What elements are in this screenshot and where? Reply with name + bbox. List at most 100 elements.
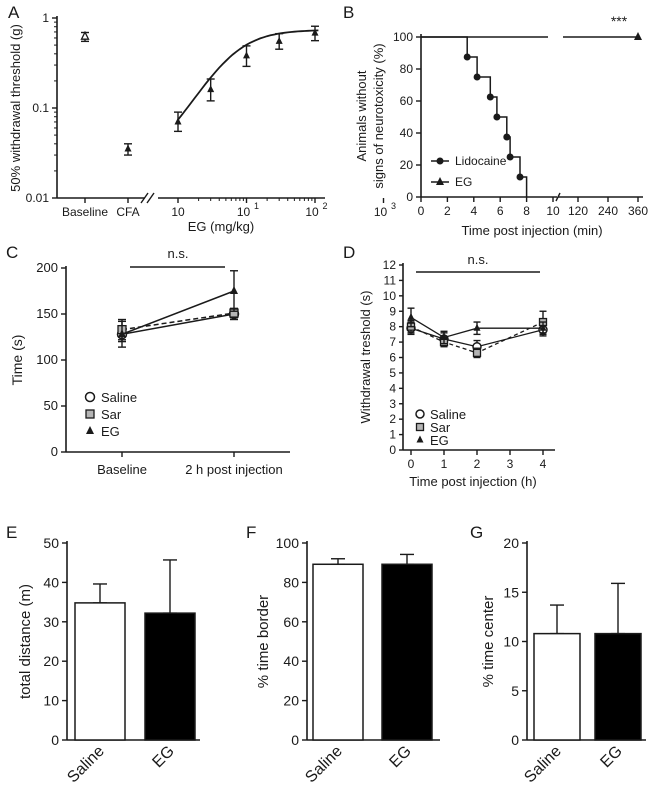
lidocaine-data-point <box>503 133 511 141</box>
panel-e-chart: 0 10 20 30 40 50 total distance (m) Saline EG <box>17 535 200 786</box>
y-tick-label: 20 <box>503 535 519 551</box>
x-tick-label: 2 <box>444 204 451 218</box>
eg-data-point <box>539 323 547 331</box>
x-tick-label: 360 <box>628 204 648 218</box>
y-tick-label: 80 <box>400 62 414 76</box>
y-tick-label: 10 <box>383 289 397 303</box>
legend-label-sar: Sar <box>430 420 451 435</box>
legend-label-lidocaine: Lidocaine <box>455 154 507 168</box>
x-tick-label: 4 <box>540 457 547 471</box>
x-tick-superscript: 1 <box>254 201 259 211</box>
y-axis-title: 50% withdrawal threshold (g) <box>8 24 23 192</box>
x-tick-label: CFA <box>116 205 139 219</box>
y-tick-label: 80 <box>283 574 299 590</box>
x-tick-label: 10 <box>546 204 560 218</box>
y-axis-title: Withdrawal treshold (s) <box>358 291 373 424</box>
y-tick-label: 20 <box>43 653 59 669</box>
x-tick-label: 0 <box>418 204 425 218</box>
data-point-dose <box>174 117 182 125</box>
panel-label-e: E <box>6 523 17 542</box>
y-tick-label: 10 <box>503 634 519 650</box>
y-tick-label: 0 <box>291 732 299 748</box>
eg-data-point <box>230 286 238 294</box>
y-tick-label: 1 <box>389 428 396 442</box>
y-tick-label: 100 <box>36 352 58 367</box>
panel-label-f: F <box>246 523 256 542</box>
eg-data-point <box>118 329 126 338</box>
legend-marker-saline <box>415 409 425 419</box>
eg-data-point <box>440 332 448 340</box>
eg-series-line <box>121 290 235 335</box>
x-tick-label: 3 <box>507 457 514 471</box>
legend-marker-sar <box>85 409 95 419</box>
axis-break-mark <box>555 192 561 202</box>
data-point-baseline <box>80 30 90 40</box>
sar-data-point <box>472 348 482 358</box>
y-tick-label: 30 <box>43 614 59 630</box>
data-point-cfa <box>124 144 132 152</box>
panel-a-chart: 0.01 0.1 1 50% withdrawal threshold (g) Base… <box>8 11 396 234</box>
data-point-dose <box>207 85 215 93</box>
y-tick-label: 0.01 <box>26 191 50 205</box>
legend-label-eg: EG <box>101 424 120 439</box>
data-point-dose <box>311 28 319 36</box>
saline-bar <box>533 632 581 741</box>
y-tick-label: 0 <box>51 444 58 459</box>
x-tick-superscript: 2 <box>322 201 327 211</box>
y-axis-title: % time border <box>255 595 272 688</box>
saline-series-line <box>121 313 235 335</box>
x-axis-title: Time post injection (h) <box>409 474 536 489</box>
y-tick-label: 40 <box>283 653 299 669</box>
y-tick-label: 10 <box>43 693 59 709</box>
data-point-dose <box>275 36 283 44</box>
lidocaine-data-point <box>506 153 514 161</box>
x-tick-label: Baseline <box>97 462 147 477</box>
panel-f-chart: 0 20 40 60 80 100 % time border Saline EG <box>255 535 440 786</box>
lidocaine-series-line <box>421 36 528 197</box>
x-tick-label-saline: Saline <box>521 743 565 787</box>
panel-g-chart: 0 5 10 15 20 % time center Saline EG <box>480 535 646 786</box>
x-tick-label: 10 <box>237 205 251 219</box>
x-tick-label-saline: Saline <box>64 743 108 787</box>
eg-bar <box>594 632 642 741</box>
panel-label-b: B <box>343 3 354 22</box>
y-tick-label: 100 <box>276 535 300 551</box>
x-tick-label: 0 <box>408 457 415 471</box>
legend-marker-eg <box>436 177 444 185</box>
saline-bar <box>74 602 126 741</box>
y-tick-label: 20 <box>400 158 414 172</box>
y-tick-label: 0 <box>406 190 413 204</box>
significance-annotation: *** <box>611 13 628 29</box>
panel-label-a: A <box>8 3 20 22</box>
axis-break-mark <box>140 192 149 204</box>
x-tick-label-eg: EG <box>597 743 625 771</box>
y-tick-label: 11 <box>384 273 397 287</box>
y-axis-title: % time center <box>480 596 497 688</box>
y-tick-label: 0 <box>389 443 396 457</box>
legend-label-saline: Saline <box>101 390 137 405</box>
x-axis-title: EG (mg/kg) <box>188 219 254 234</box>
y-tick-label: 3 <box>389 397 396 411</box>
y-tick-label: 20 <box>283 693 299 709</box>
y-tick-label: 9 <box>389 304 396 318</box>
y-tick-label: 60 <box>400 94 414 108</box>
eg-series-line <box>410 316 543 339</box>
x-tick-label: 120 <box>568 204 588 218</box>
y-tick-label: 2 <box>389 412 396 426</box>
eg-bar <box>381 563 433 741</box>
legend-label-sar: Sar <box>101 407 122 422</box>
lidocaine-data-point <box>493 113 501 121</box>
x-tick-label: 2 h post injection <box>185 462 283 477</box>
y-tick-label: 60 <box>283 614 299 630</box>
eg-data-point <box>473 323 481 331</box>
lidocaine-data-point <box>486 93 494 101</box>
axis-break-mark <box>146 192 155 204</box>
sar-series-line <box>410 321 544 354</box>
x-tick-label: 8 <box>523 204 530 218</box>
panel-c-chart: 0 50 100 150 200 Time (s) Baseline 2 h post inj… <box>9 246 290 477</box>
x-tick-label: 4 <box>470 204 477 218</box>
panel-label-c: C <box>6 243 18 262</box>
y-tick-label: 200 <box>36 260 58 275</box>
